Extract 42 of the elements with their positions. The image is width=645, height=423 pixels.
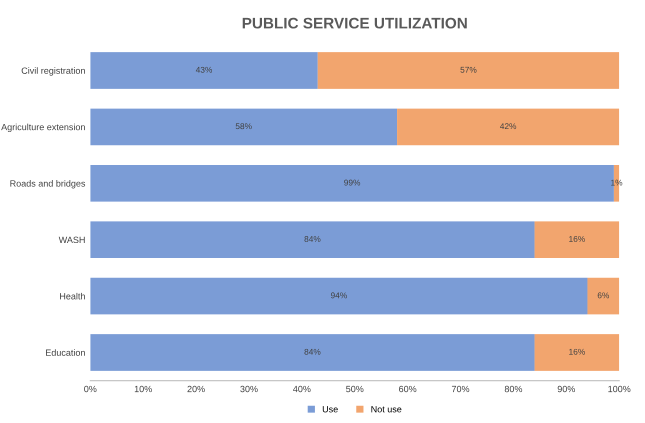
bar xyxy=(90,278,588,314)
bar xyxy=(90,334,535,371)
y-tick-label: Health xyxy=(60,292,85,300)
y-tick-label: WASH xyxy=(58,236,85,244)
x-tick-label: 30% xyxy=(240,386,258,392)
legend-label: Use xyxy=(322,406,338,412)
chart-title: PUBLIC SERVICE UTILIZATION xyxy=(242,18,467,29)
x-tick-label: 70% xyxy=(452,386,470,392)
x-tick-label: 0% xyxy=(84,386,97,392)
x-tick-label: 90% xyxy=(558,386,576,392)
bar xyxy=(90,108,398,146)
y-tick-label: Civil registration xyxy=(22,67,85,76)
data-label: 84% xyxy=(304,236,320,242)
bar xyxy=(534,221,620,258)
bar xyxy=(534,334,620,371)
data-label: 6% xyxy=(598,292,610,298)
bar xyxy=(90,52,318,89)
data-label: 99% xyxy=(344,180,360,186)
legend-label: Not use xyxy=(371,406,402,412)
data-label: 1% xyxy=(611,180,622,186)
bar xyxy=(587,278,620,314)
data-label: 84% xyxy=(304,348,320,355)
y-tick-label: Education xyxy=(46,349,85,356)
x-tick-label: 20% xyxy=(188,386,205,392)
data-label: 42% xyxy=(500,123,516,130)
data-label: 58% xyxy=(236,123,252,130)
bar xyxy=(397,108,620,146)
y-tick-label: Roads and bridges xyxy=(10,180,86,188)
data-label: 43% xyxy=(196,66,212,73)
x-tick-label: 10% xyxy=(134,386,152,392)
data-label: 94% xyxy=(330,292,347,298)
data-label: 16% xyxy=(569,236,585,242)
data-label: 16% xyxy=(569,348,585,355)
bar xyxy=(318,52,620,89)
y-tick-label: Agriculture extension xyxy=(1,124,85,132)
x-tick-label: 100% xyxy=(608,386,630,392)
x-tick-label: 80% xyxy=(504,386,522,392)
bar xyxy=(90,221,535,258)
x-tick-label: 60% xyxy=(399,386,416,392)
x-tick-label: 50% xyxy=(346,386,364,392)
x-tick-label: 40% xyxy=(293,386,311,392)
data-label: 57% xyxy=(460,66,477,73)
